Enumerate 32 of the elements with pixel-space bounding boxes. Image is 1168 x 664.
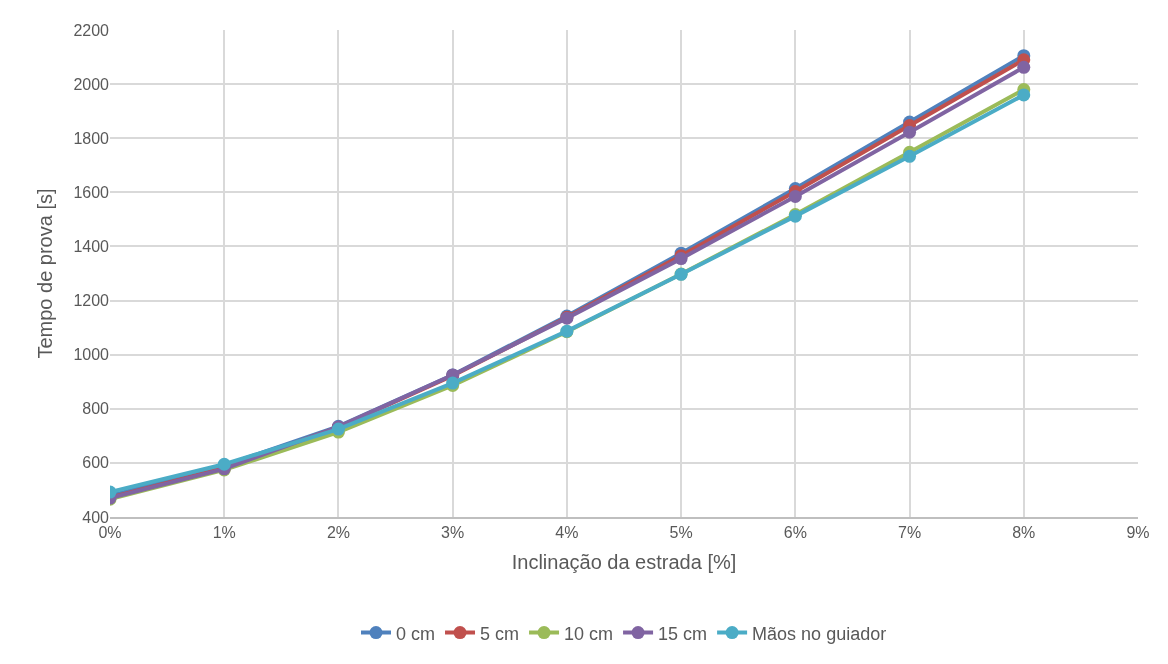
x-axis-title: Inclinação da estrada [%] bbox=[511, 551, 737, 574]
x-tick-label: 2% bbox=[326, 524, 350, 542]
y-tick-label: 1000 bbox=[73, 346, 110, 364]
y-axis-title: Tempo de prova [s] bbox=[33, 188, 56, 359]
y-tick-label: 2000 bbox=[73, 75, 110, 93]
point bbox=[903, 125, 917, 139]
y-tick-label: 400 bbox=[82, 508, 110, 526]
y-tick-label: 1400 bbox=[73, 238, 110, 256]
x-tick-label: 4% bbox=[555, 524, 579, 542]
y-tick-label: 1200 bbox=[73, 292, 110, 310]
point bbox=[1017, 88, 1031, 102]
x-tick-label: 7% bbox=[898, 524, 922, 542]
legend-label: 5 cm bbox=[480, 623, 520, 644]
y-tick-label: 600 bbox=[82, 454, 110, 472]
legend-label: 15 cm bbox=[658, 623, 708, 644]
legend-label: Mãos no guiador bbox=[752, 623, 887, 644]
x-tick-label: 0% bbox=[98, 524, 122, 542]
x-tick-label: 8% bbox=[1012, 524, 1036, 542]
x-tick-label: 3% bbox=[441, 524, 465, 542]
x-tick-label: 1% bbox=[212, 524, 236, 542]
point bbox=[903, 149, 917, 163]
point bbox=[1017, 60, 1031, 74]
point bbox=[788, 189, 802, 203]
legend-label: 0 cm bbox=[396, 623, 436, 644]
y-tick-label: 2200 bbox=[73, 21, 110, 39]
y-tick-label: 1800 bbox=[73, 129, 110, 147]
legend-label: 10 cm bbox=[564, 623, 614, 644]
x-tick-label: 9% bbox=[1126, 524, 1150, 542]
y-tick-label: 1600 bbox=[73, 183, 110, 201]
y-tick-label: 800 bbox=[82, 400, 110, 418]
x-tick-label: 6% bbox=[783, 524, 807, 542]
x-tick-label: 5% bbox=[669, 524, 693, 542]
